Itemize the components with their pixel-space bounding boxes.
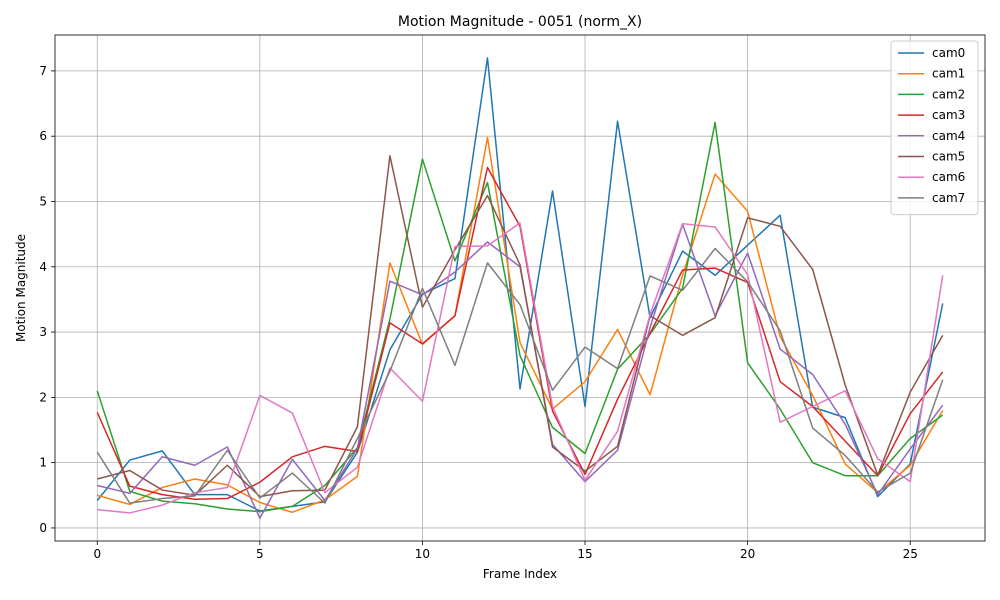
chart-title: Motion Magnitude - 0051 (norm_X) xyxy=(398,14,642,30)
series-line-cam1 xyxy=(97,136,944,514)
y-tick-label: 2 xyxy=(39,390,47,404)
y-tick-label: 6 xyxy=(39,129,47,143)
legend-label-cam0: cam0 xyxy=(932,46,965,60)
legend-label-cam5: cam5 xyxy=(932,150,965,164)
y-tick-label: 3 xyxy=(39,325,47,339)
y-tick-label: 5 xyxy=(39,194,47,208)
y-axis-label: Motion Magnitude xyxy=(14,234,28,342)
y-axis-ticks: 0 1 2 3 4 5 6 7 xyxy=(39,64,55,535)
series-line-cam2 xyxy=(96,121,944,513)
x-tick-label: 10 xyxy=(415,547,430,561)
y-tick-label: 4 xyxy=(39,260,47,274)
legend: cam0 cam1 cam2 cam3 cam4 cam5 cam6 cam7 xyxy=(890,40,979,216)
series-line-cam7 xyxy=(96,247,944,504)
legend-label-cam3: cam3 xyxy=(932,108,965,122)
y-tick-label: 0 xyxy=(39,521,47,535)
x-tick-label: 0 xyxy=(93,547,101,561)
y-tick-label: 1 xyxy=(39,456,47,470)
legend-box xyxy=(890,40,979,216)
legend-label-cam1: cam1 xyxy=(932,67,965,81)
legend-label-cam4: cam4 xyxy=(932,129,965,143)
series-line-cam0 xyxy=(96,57,944,512)
x-axis-ticks: 0 5 10 15 20 25 xyxy=(93,541,918,561)
x-tick-label: 15 xyxy=(577,547,592,561)
plot-frame xyxy=(54,34,986,542)
legend-label-cam6: cam6 xyxy=(932,170,965,184)
y-tick-label: 7 xyxy=(39,64,47,78)
series-line-cam6 xyxy=(97,222,944,514)
x-tick-label: 20 xyxy=(740,547,755,561)
legend-label-cam7: cam7 xyxy=(932,191,965,205)
legend-label-cam2: cam2 xyxy=(932,87,965,101)
x-tick-label: 5 xyxy=(256,547,264,561)
x-tick-label: 25 xyxy=(903,547,918,561)
series-lines xyxy=(96,57,944,519)
x-axis-label: Frame Index xyxy=(483,567,557,581)
series-line-cam5 xyxy=(97,155,944,498)
